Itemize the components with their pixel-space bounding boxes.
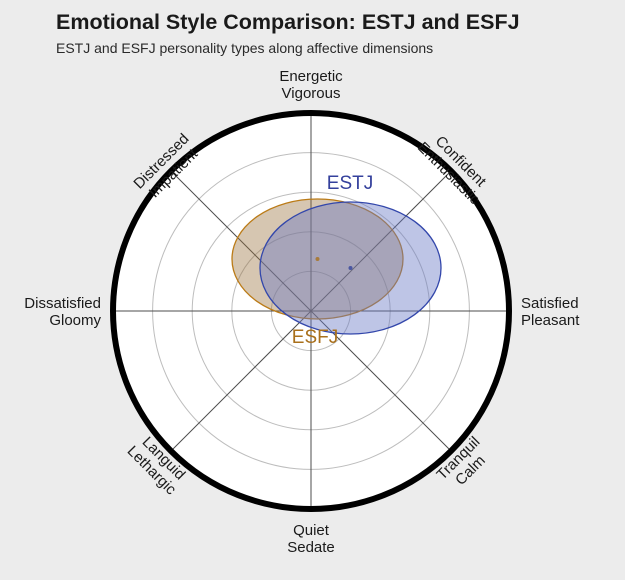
svg-text:ESTJ: ESTJ — [327, 173, 373, 194]
svg-text:ESFJ: ESFJ — [292, 327, 338, 348]
